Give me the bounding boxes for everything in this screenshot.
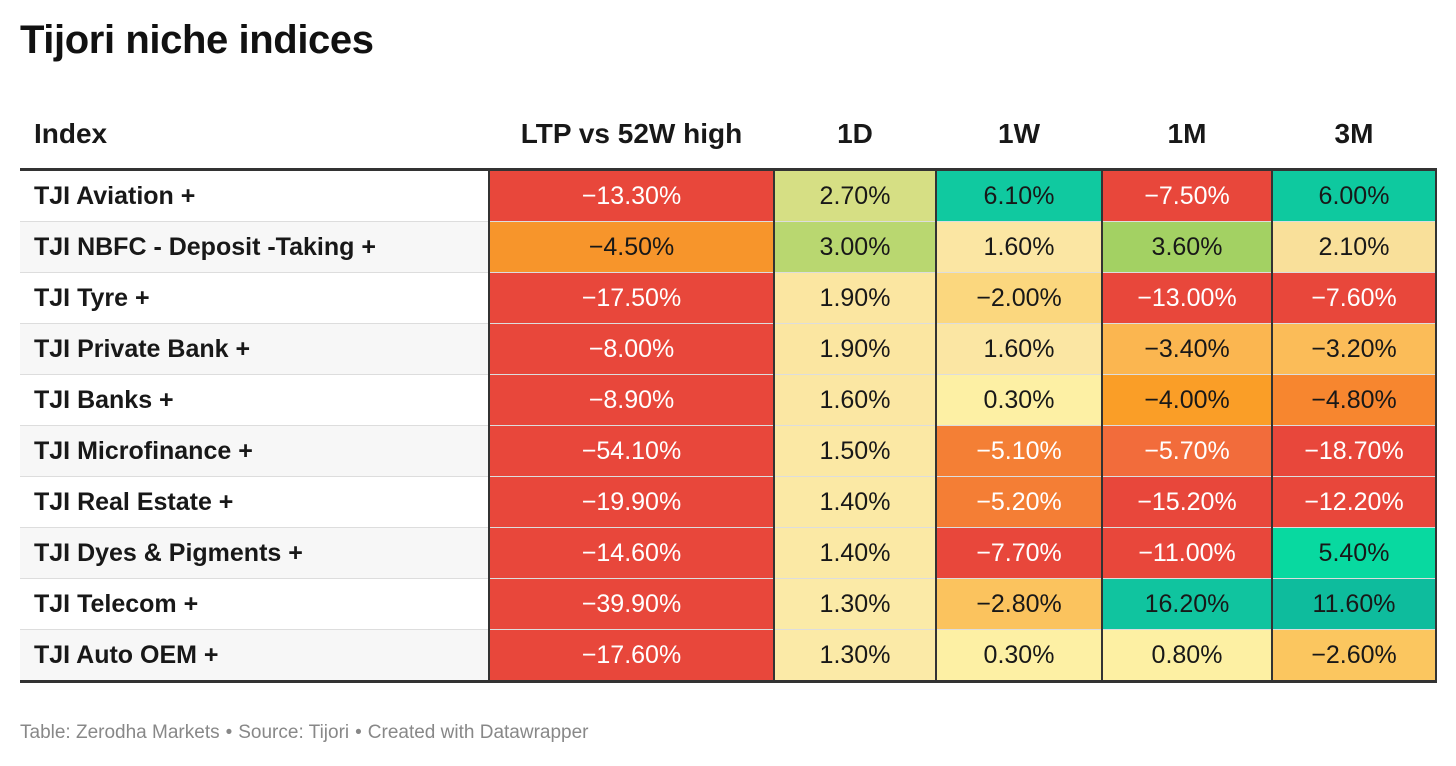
ltp-vs-52w-high-cell: −14.60% (488, 527, 775, 579)
3m-cell: −12.20% (1271, 476, 1437, 528)
header-row: Index LTP vs 52W high 1D 1W 1M 3M (20, 100, 1436, 171)
column-header-1d[interactable]: 1D (774, 100, 936, 171)
1m-cell: −13.00% (1101, 272, 1273, 324)
3m-cell: 5.40% (1271, 527, 1437, 579)
1d-cell: 1.60% (773, 374, 937, 426)
1m-cell: −15.20% (1101, 476, 1273, 528)
1m-cell: −5.70% (1101, 425, 1273, 477)
table-row: TJI Auto OEM + −17.60% 1.30% 0.30% 0.80% −2.6… (20, 629, 1437, 683)
footer-separator: • (355, 722, 362, 743)
1m-cell: −3.40% (1101, 323, 1273, 375)
1d-cell: 1.30% (773, 629, 937, 683)
table-row: TJI Private Bank + −8.00% 1.90% 1.60% −3.40%… (20, 323, 1437, 375)
index-name-cell: TJI Telecom + (20, 578, 489, 630)
index-name-cell: TJI Microfinance + (20, 425, 489, 477)
1w-cell: −2.00% (935, 272, 1103, 324)
column-header-3m[interactable]: 3M (1272, 100, 1436, 171)
1m-cell: −7.50% (1101, 169, 1273, 222)
3m-cell: −7.60% (1271, 272, 1437, 324)
footer-source: Source: Tijori (238, 722, 350, 743)
ltp-vs-52w-high-cell: −17.60% (488, 629, 775, 683)
1w-cell: −5.20% (935, 476, 1103, 528)
3m-cell: −18.70% (1271, 425, 1437, 477)
footer-separator: • (225, 722, 233, 743)
1w-cell: 0.30% (935, 374, 1103, 426)
ltp-vs-52w-high-cell: −8.90% (488, 374, 775, 426)
table-row: TJI Banks + −8.90% 1.60% 0.30% −4.00% −4.80% (20, 374, 1437, 426)
column-header-ltp-vs-52w-high[interactable]: LTP vs 52W high (489, 100, 774, 171)
1d-cell: 1.90% (773, 272, 937, 324)
1w-cell: −5.10% (935, 425, 1103, 477)
indices-table: Index LTP vs 52W high 1D 1W 1M 3M TJI Av… (20, 100, 1437, 683)
table-row: TJI Microfinance + −54.10% 1.50% −5.10% −5.7… (20, 425, 1437, 477)
index-name-cell: TJI Private Bank + (20, 323, 489, 375)
1w-cell: −7.70% (935, 527, 1103, 579)
table-row: TJI Telecom + −39.90% 1.30% −2.80% 16.20% 11.… (20, 578, 1437, 630)
1w-cell: 1.60% (935, 323, 1103, 375)
table-row: TJI NBFC - Deposit -Taking + −4.50% 3.00% 1… (20, 221, 1437, 273)
footer-created-with: Created with Datawrapper (367, 722, 589, 743)
ltp-vs-52w-high-cell: −4.50% (488, 221, 775, 273)
1m-cell: 3.60% (1101, 221, 1273, 273)
index-name-cell: TJI Dyes & Pigments + (20, 527, 489, 579)
index-name-cell: TJI Tyre + (20, 272, 489, 324)
1d-cell: 2.70% (773, 169, 937, 222)
ltp-vs-52w-high-cell: −13.30% (488, 169, 775, 222)
index-name-cell: TJI Auto OEM + (20, 629, 489, 683)
table-row: TJI Dyes & Pigments + −14.60% 1.40% −7.70% −… (20, 527, 1437, 579)
1d-cell: 3.00% (773, 221, 937, 273)
3m-cell: −2.60% (1271, 629, 1437, 683)
index-name-cell: TJI Banks + (20, 374, 489, 426)
3m-cell: −4.80% (1271, 374, 1437, 426)
column-header-1w[interactable]: 1W (936, 100, 1102, 171)
3m-cell: −3.20% (1271, 323, 1437, 375)
index-name-cell: TJI Real Estate + (20, 476, 489, 528)
footer-table-credit: Table: Zerodha Markets (20, 722, 220, 743)
column-header-index[interactable]: Index (20, 100, 489, 171)
1w-cell: 1.60% (935, 221, 1103, 273)
ltp-vs-52w-high-cell: −19.90% (488, 476, 775, 528)
table-row: TJI Real Estate + −19.90% 1.40% −5.20% −15.2… (20, 476, 1437, 528)
1m-cell: 0.80% (1101, 629, 1273, 683)
ltp-vs-52w-high-cell: −8.00% (488, 323, 775, 375)
1w-cell: −2.80% (935, 578, 1103, 630)
table-row: TJI Tyre + −17.50% 1.90% −2.00% −13.00% −7.60… (20, 272, 1437, 324)
ltp-vs-52w-high-cell: −17.50% (488, 272, 775, 324)
1m-cell: 16.20% (1101, 578, 1273, 630)
1d-cell: 1.40% (773, 527, 937, 579)
ltp-vs-52w-high-cell: −54.10% (488, 425, 775, 477)
1w-cell: 6.10% (935, 169, 1103, 222)
chart-title: Tijori niche indices (20, 18, 374, 62)
1d-cell: 1.40% (773, 476, 937, 528)
1m-cell: −4.00% (1101, 374, 1273, 426)
3m-cell: 11.60% (1271, 578, 1437, 630)
table-row: TJI Aviation + −13.30% 2.70% 6.10% −7.50% 6.0… (20, 169, 1437, 222)
column-header-1m[interactable]: 1M (1102, 100, 1272, 171)
1m-cell: −11.00% (1101, 527, 1273, 579)
table-body: TJI Aviation + −13.30% 2.70% 6.10% −7.50% 6.0… (20, 169, 1437, 683)
1d-cell: 1.90% (773, 323, 937, 375)
3m-cell: 6.00% (1271, 169, 1437, 222)
index-name-cell: TJI Aviation + (20, 169, 489, 222)
1d-cell: 1.30% (773, 578, 937, 630)
ltp-vs-52w-high-cell: −39.90% (488, 578, 775, 630)
index-name-cell: TJI NBFC - Deposit -Taking + (20, 221, 489, 273)
footer: Table: Zerodha Markets • Source: Tijori • Cr… (20, 722, 589, 744)
3m-cell: 2.10% (1271, 221, 1437, 273)
1w-cell: 0.30% (935, 629, 1103, 683)
1d-cell: 1.50% (773, 425, 937, 477)
